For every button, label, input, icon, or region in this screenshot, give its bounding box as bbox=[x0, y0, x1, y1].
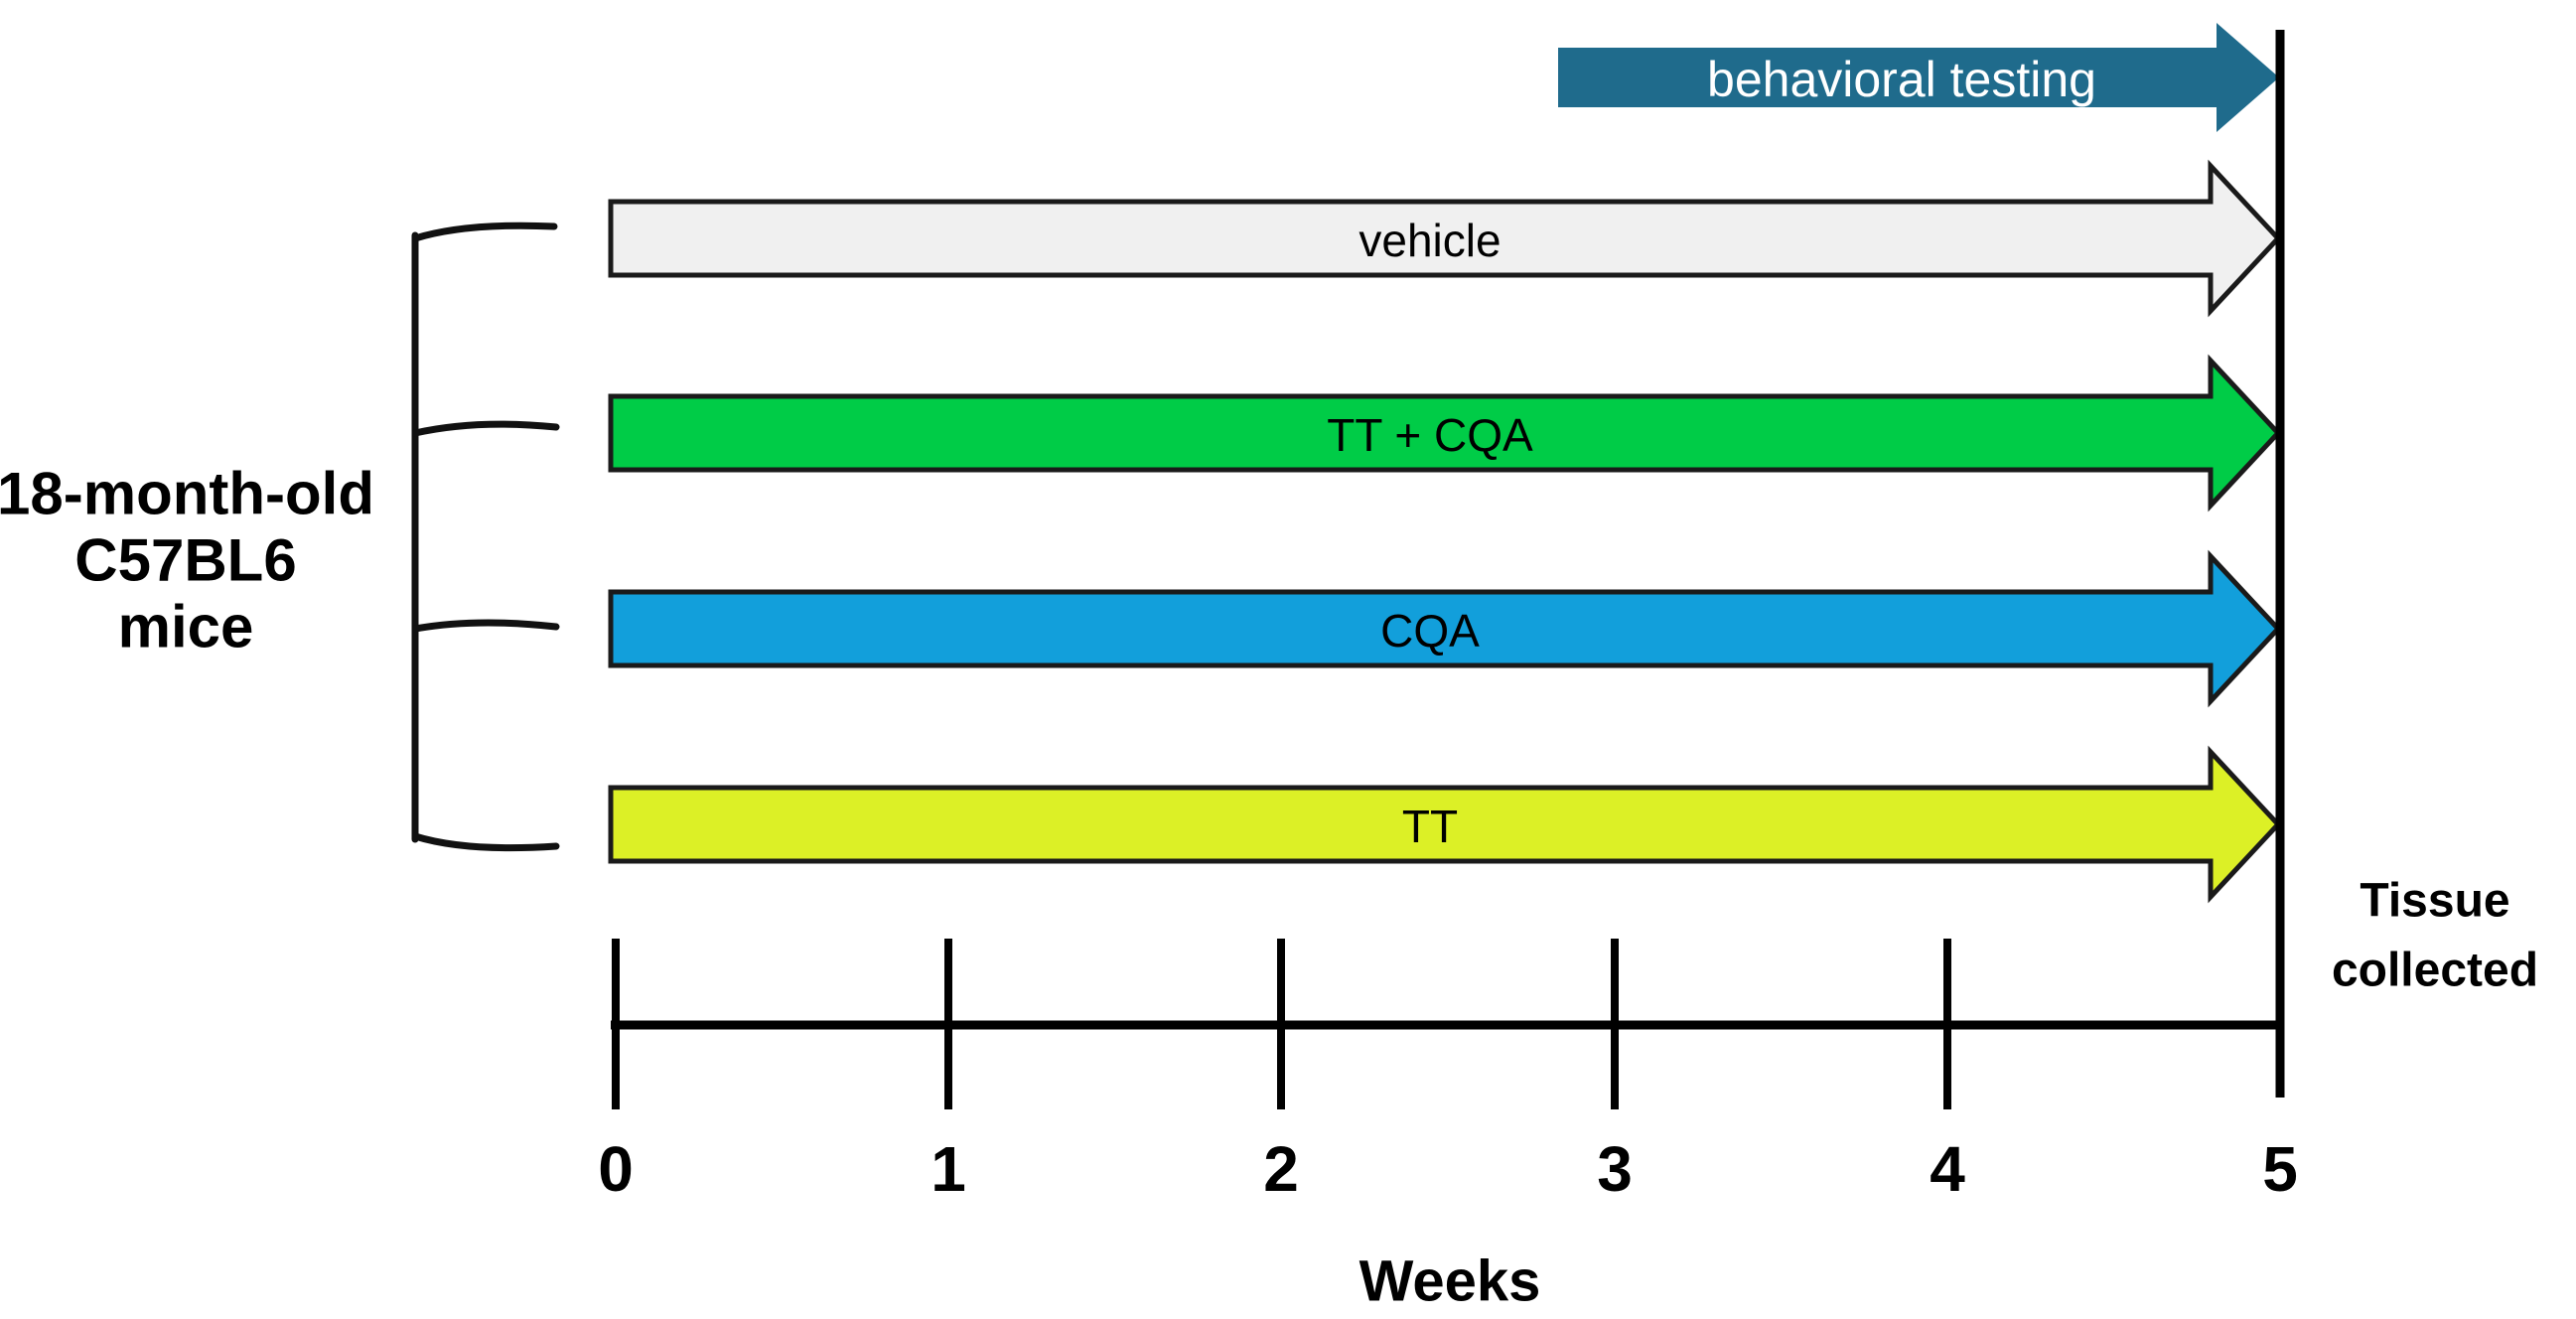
vehicle-arrow-label: vehicle bbox=[1359, 215, 1501, 266]
behavioral-testing-arrow bbox=[1558, 23, 2279, 132]
tissue-collected-label-line2: collected bbox=[2332, 945, 2538, 997]
tt-cqa-arrow-label: TT + CQA bbox=[1327, 409, 1533, 461]
cqa-arrow-label: CQA bbox=[1380, 605, 1480, 657]
axis-tick-label-4: 4 bbox=[1930, 1133, 1965, 1205]
weeks-axis-title: Weeks bbox=[1360, 1249, 1541, 1314]
tt-cqa-arrow bbox=[608, 354, 2282, 513]
tt-arrow-label: TT bbox=[1402, 801, 1458, 852]
axis-tick-label-5: 5 bbox=[2262, 1133, 2298, 1205]
cohort-label-line1: 18-month-old bbox=[0, 461, 374, 527]
cqa-arrow bbox=[608, 549, 2282, 708]
cohort-bracket-branch-tt bbox=[411, 832, 560, 852]
axis-tick-label-3: 3 bbox=[1597, 1133, 1633, 1205]
tissue-collected-label-line1: Tissue bbox=[2360, 875, 2509, 928]
behavioral-testing-label: behavioral testing bbox=[1707, 52, 2096, 107]
axis-tick-label-0: 0 bbox=[598, 1133, 634, 1205]
cohort-bracket-branch-cqa bbox=[411, 619, 560, 633]
cohort-label-line3: mice bbox=[118, 594, 254, 660]
axis-tick-label-1: 1 bbox=[930, 1133, 966, 1205]
cohort-bracket-branch-tt-cqa bbox=[411, 420, 560, 437]
cohort-label-line2: C57BL6 bbox=[74, 527, 296, 594]
cohort-bracket-branch-vehicle bbox=[411, 221, 558, 242]
tt-arrow bbox=[608, 745, 2282, 904]
axis-tick-label-2: 2 bbox=[1263, 1133, 1299, 1205]
vehicle-arrow bbox=[608, 159, 2282, 318]
